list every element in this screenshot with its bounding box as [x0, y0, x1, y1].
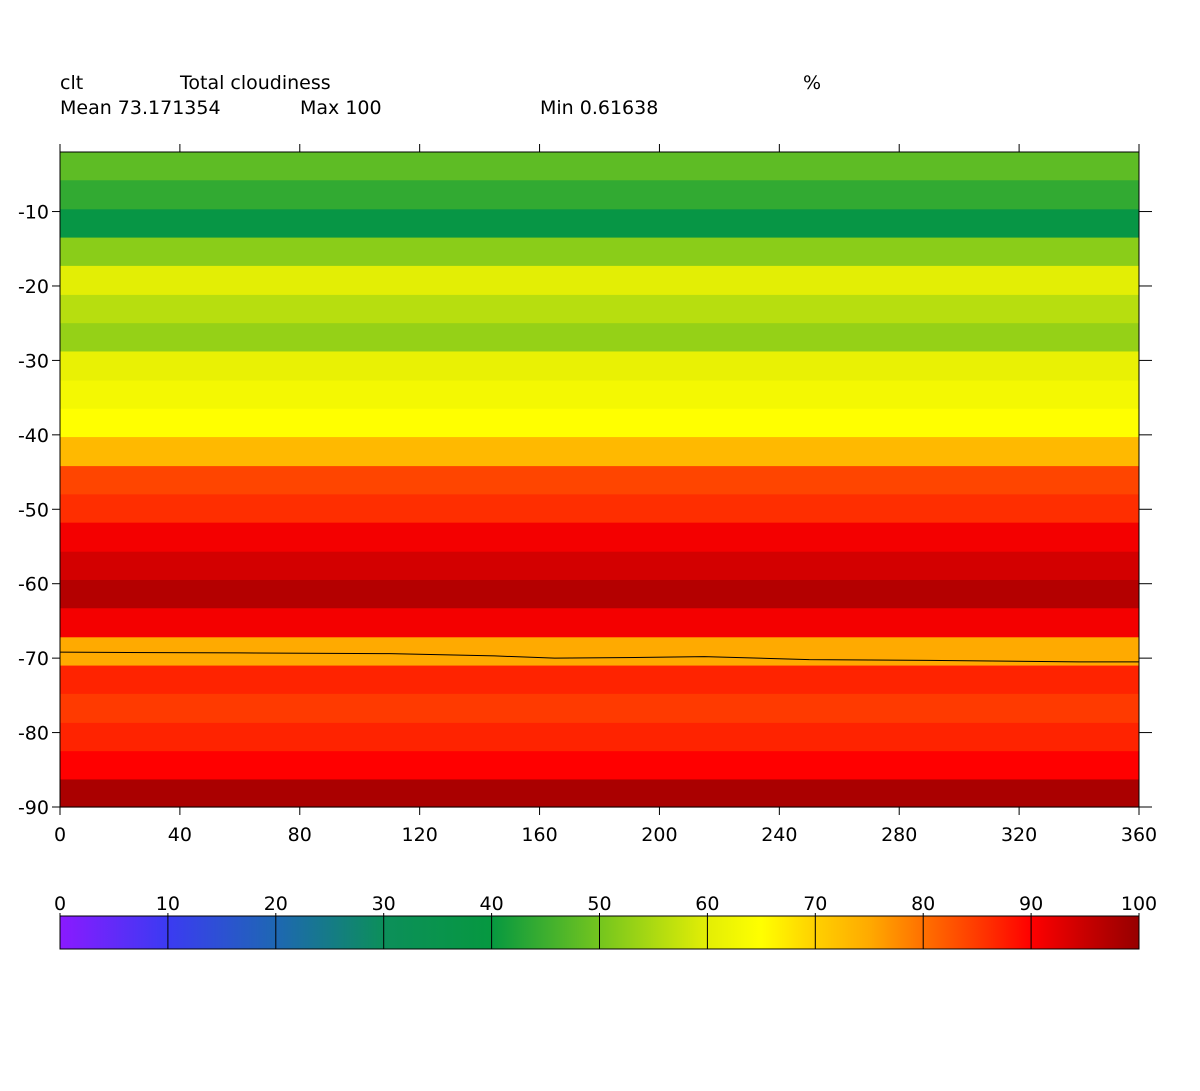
colorbar-tick-label: 80	[911, 893, 935, 915]
heat-band	[60, 751, 1139, 781]
x-tick-label: 80	[288, 824, 312, 846]
colorbar-tick-label: 20	[264, 893, 288, 915]
heat-band	[60, 693, 1139, 724]
plot-border	[59, 151, 1140, 808]
heat-band	[60, 722, 1139, 752]
y-tick-label: -80	[18, 723, 49, 745]
plot-frame	[59, 151, 1140, 808]
colorbar: 0 10 20 30 40 50 60 70 80 90 100	[54, 893, 1157, 950]
y-tick-label: -50	[18, 499, 49, 521]
y-axis: -10 -20 -30 -40 -50 -60 -70 -80 -90	[18, 202, 1152, 819]
heat-band	[60, 466, 1139, 495]
heatmap-bands	[60, 152, 1139, 808]
colorbar-tick-label: 10	[156, 893, 180, 915]
heat-band	[60, 265, 1139, 296]
x-tick-label: 0	[54, 824, 66, 846]
heat-band	[60, 637, 1139, 667]
heat-band	[60, 237, 1139, 267]
y-tick-label: -60	[18, 574, 49, 596]
colorbar-tick-label: 50	[587, 893, 611, 915]
coastline	[59, 651, 1139, 663]
heat-band	[60, 323, 1139, 353]
units-label: %	[803, 72, 822, 94]
x-tick-label: 120	[402, 824, 438, 846]
heat-band	[60, 408, 1139, 438]
y-tick-label: -20	[18, 276, 49, 298]
heat-band	[60, 579, 1139, 609]
colorbar-tick-label: 0	[54, 893, 66, 915]
coastline-line	[59, 651, 1139, 663]
colorbar-tick-label: 100	[1121, 893, 1157, 915]
max-stat: Max 100	[300, 97, 382, 119]
x-tick-label: 360	[1121, 824, 1157, 846]
colorbar-tick-label: 90	[1019, 893, 1043, 915]
heat-band	[60, 494, 1139, 524]
heat-band	[60, 551, 1139, 581]
heat-band	[60, 380, 1139, 410]
x-tick-label: 200	[641, 824, 677, 846]
heat-band	[60, 351, 1139, 382]
y-tick-label: -40	[18, 425, 49, 447]
heat-band	[60, 522, 1139, 553]
heat-band	[60, 608, 1139, 638]
x-tick-label: 240	[761, 824, 797, 846]
heat-band	[60, 665, 1139, 695]
mean-stat: Mean 73.171354	[60, 97, 221, 119]
heat-band	[60, 152, 1139, 181]
heat-band	[60, 437, 1139, 467]
y-tick-label: -70	[18, 648, 49, 670]
y-tick-label: -30	[18, 350, 49, 372]
x-tick-label: 280	[881, 824, 917, 846]
variable-name: clt	[60, 72, 84, 94]
variable-long-name: Total cloudiness	[180, 72, 331, 94]
x-axis: 0 40 80 120 160 200 240 280 320 360	[54, 144, 1157, 846]
colorbar-tick-label: 70	[803, 893, 827, 915]
x-tick-label: 160	[521, 824, 557, 846]
heat-band	[60, 294, 1139, 324]
colorbar-tick-label: 30	[372, 893, 396, 915]
y-tick-label: -90	[18, 797, 49, 819]
min-stat: Min 0.61638	[540, 97, 659, 119]
heat-band	[60, 209, 1139, 239]
colorbar-tick-label: 60	[695, 893, 719, 915]
x-tick-label: 320	[1001, 824, 1037, 846]
heat-band	[60, 180, 1139, 210]
colorbar-tick-label: 40	[480, 893, 504, 915]
x-tick-label: 40	[168, 824, 192, 846]
y-tick-label: -10	[18, 202, 49, 224]
heat-band	[60, 779, 1139, 808]
